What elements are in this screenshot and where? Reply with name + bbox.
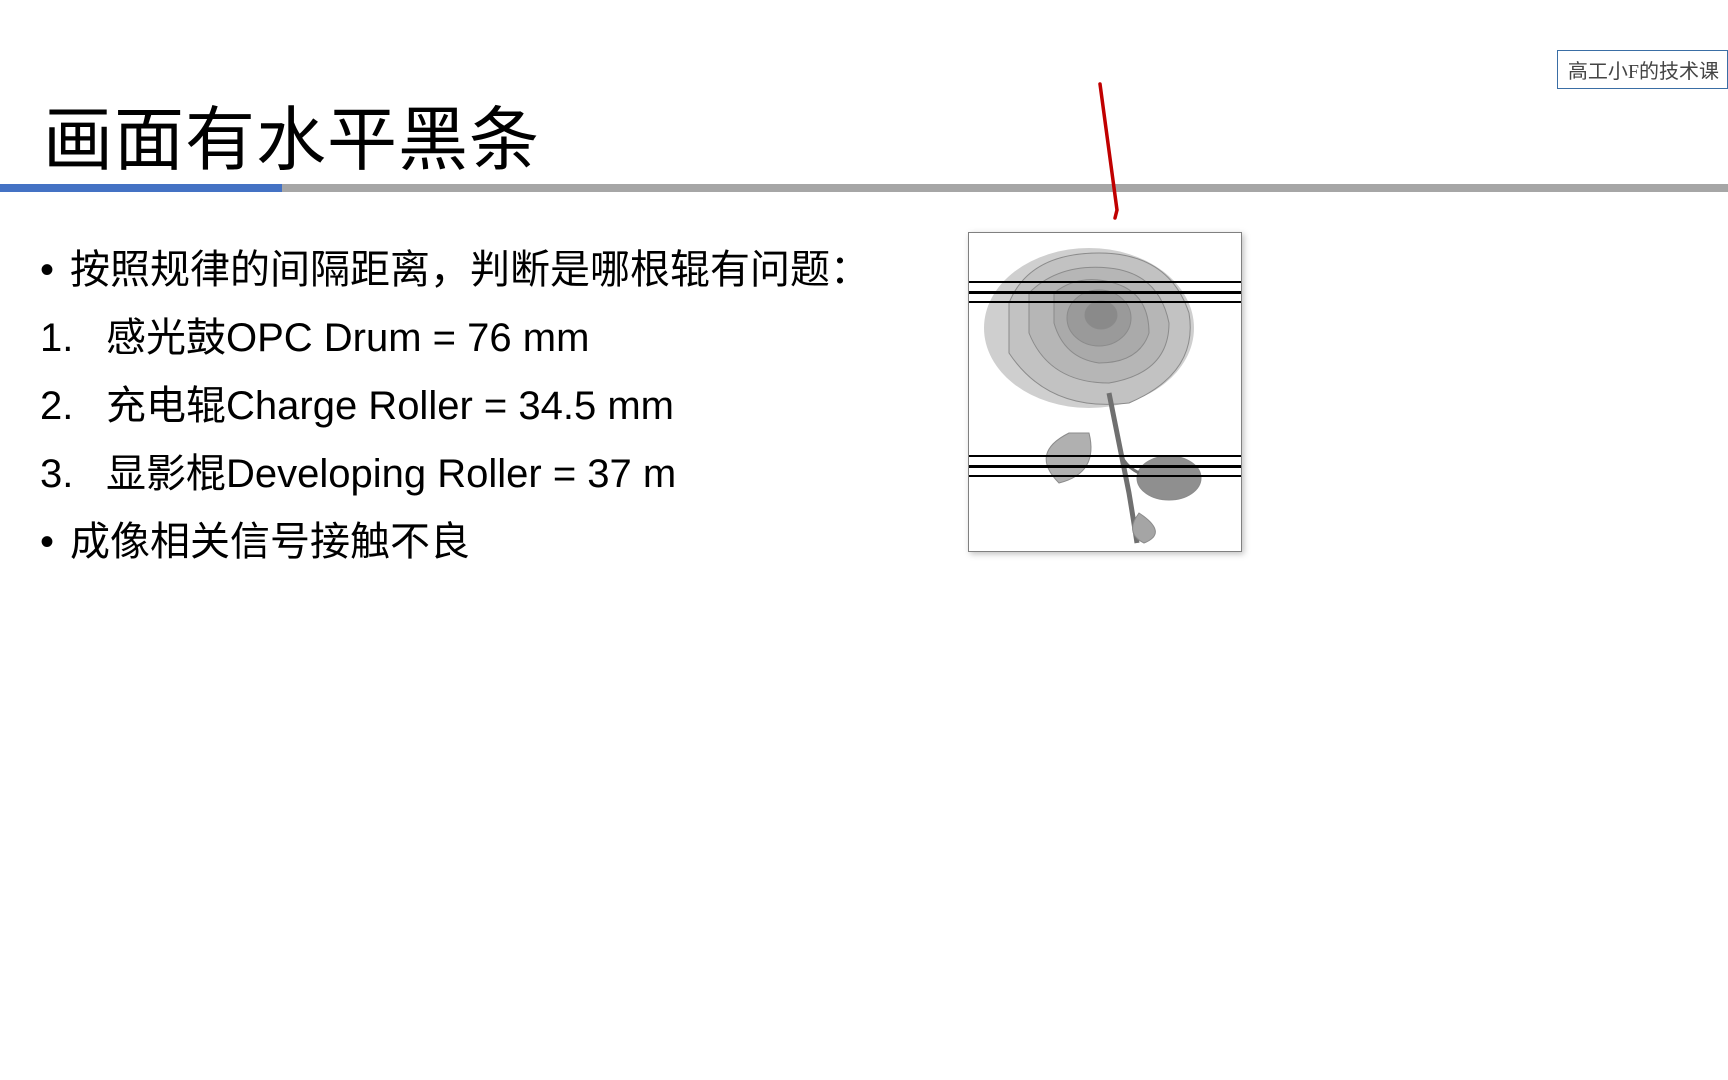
bullet-intro: • 按照规律的间隔距离，判断是哪根辊有问题： — [40, 238, 870, 302]
bullet-dot-icon: • — [40, 238, 70, 302]
red-annotation-mark-icon — [1095, 82, 1125, 222]
list-text: 感光鼓OPC Drum = 76 mm — [106, 306, 589, 370]
defect-line — [969, 301, 1241, 303]
list-num: 1. — [40, 306, 106, 370]
sample-print-image — [968, 232, 1242, 552]
watermark-text: 高工小F的技术课 — [1568, 61, 1719, 83]
list-text: 显影棍Developing Roller = 37 m — [106, 442, 676, 506]
slide-title: 画面有水平黑条 — [43, 84, 540, 185]
content-block: • 按照规律的间隔距离，判断是哪根辊有问题： 1. 感光鼓OPC Drum = … — [40, 238, 870, 578]
defect-line — [969, 281, 1241, 283]
defect-line — [969, 465, 1241, 468]
watermark-label: 高工小F的技术课 — [1557, 50, 1728, 89]
bullet-tail-text: 成像相关信号接触不良 — [70, 510, 470, 574]
list-item: 1. 感光鼓OPC Drum = 76 mm — [40, 306, 870, 370]
bullet-intro-text: 按照规律的间隔距离，判断是哪根辊有问题： — [70, 238, 870, 302]
list-num: 3. — [40, 442, 106, 506]
defect-line — [969, 291, 1241, 294]
defect-line — [969, 475, 1241, 477]
underline-blue — [0, 184, 282, 192]
list-num: 2. — [40, 374, 106, 438]
slide: 高工小F的技术课 画面有水平黑条 • 按照规律的间隔距离，判断是哪根辊有问题： … — [0, 0, 1728, 1080]
list-text: 充电辊Charge Roller = 34.5 mm — [106, 374, 674, 438]
list-item: 2. 充电辊Charge Roller = 34.5 mm — [40, 374, 870, 438]
bullet-dot-icon: • — [40, 510, 70, 574]
list-item: 3. 显影棍Developing Roller = 37 m — [40, 442, 870, 506]
bullet-tail: • 成像相关信号接触不良 — [40, 510, 870, 574]
sample-print-inner — [969, 233, 1241, 551]
underline-gray — [282, 184, 1728, 192]
title-underline — [0, 184, 1728, 192]
defect-line — [969, 455, 1241, 457]
